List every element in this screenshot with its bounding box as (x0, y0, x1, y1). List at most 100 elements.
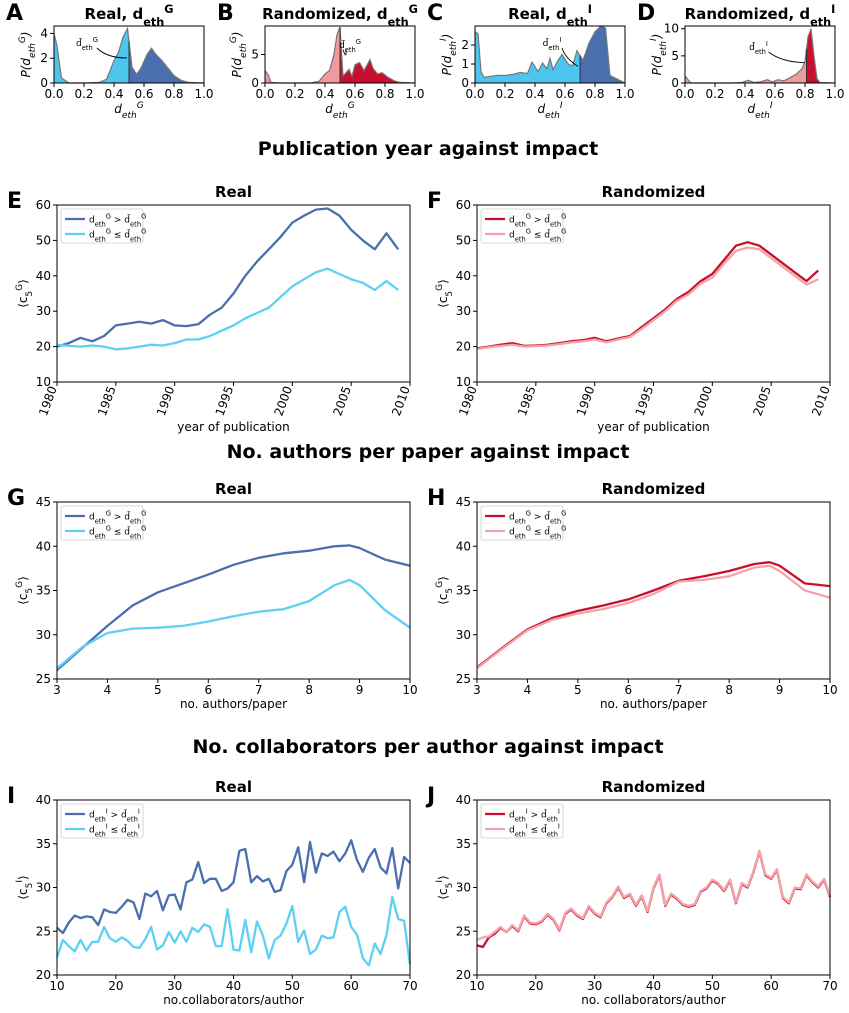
x-tick-label-g: 8 (305, 683, 313, 697)
x-tick-label-i: 10 (49, 979, 64, 993)
y-tick-label-e: 30 (36, 304, 51, 318)
y-tick-label-h: 45 (456, 495, 471, 509)
plot-frame-c (474, 25, 626, 84)
panel-c: C Real, dethI d̄ethI 0.0 0.2 0.4 0.6 0.8 1.0 0 1 2 d… (427, 1, 635, 121)
x-tick-label-i: 20 (108, 979, 123, 993)
x-tick-label-g: 3 (53, 683, 61, 697)
panel-letter-b: B (217, 1, 234, 26)
y-tick-label-h: 35 (456, 584, 471, 598)
y-tick-label-i: 40 (36, 793, 51, 807)
y-axis-label-g: ⟨c5G⟩ (15, 576, 35, 605)
series-line-g-0 (56, 544, 411, 671)
threshold-arrow-a (96, 47, 128, 59)
x-tick-label-a: 1.0 (194, 87, 213, 101)
y-tick-label-i: 35 (36, 837, 51, 851)
y-tick-label-c: 0 (461, 76, 469, 90)
legend-label-e-0: dethG > d̄ethG (89, 213, 146, 229)
panel-letter-c: C (427, 1, 443, 26)
y-tick-label-i: 30 (36, 881, 51, 895)
y-axis-label-f: ⟨c5G⟩ (435, 279, 455, 308)
x-tick-label-g: 7 (255, 683, 263, 697)
panel-title-g: Real (215, 480, 252, 498)
x-tick-label-j: 10 (469, 979, 484, 993)
threshold-label-b: d̄ethG (339, 38, 361, 54)
x-tick-label-e: 2000 (272, 384, 296, 417)
x-tick-label-f: 2000 (692, 384, 716, 417)
x-axis-label-c: dethI (537, 101, 562, 121)
x-tick-label-d: 1.0 (825, 87, 844, 101)
y-tick-label-j: 30 (456, 881, 471, 895)
x-tick-label-g: 10 (402, 683, 417, 697)
x-tick-label-a: 0.8 (164, 87, 183, 101)
panel-title-c: Real, dethI (508, 3, 592, 29)
x-tick-label-e: 1990 (154, 384, 178, 417)
legend-label-j-1: dethI ≤ d̄ethI (509, 823, 560, 839)
y-tick-label-e: 10 (36, 375, 51, 389)
x-tick-label-b: 0.6 (345, 87, 364, 101)
legend-label-i-0: dethI > d̄ethI (89, 808, 140, 824)
y-tick-label-e: 60 (36, 198, 51, 212)
density-fill-high-c (580, 26, 625, 83)
density-fill-high-a (129, 41, 204, 83)
section-title-authors: No. authors per paper against impact (227, 441, 630, 463)
x-tick-label-e: 2010 (389, 384, 413, 417)
x-tick-label-g: 5 (154, 683, 162, 697)
y-tick-label-b: 5 (251, 48, 259, 62)
x-tick-label-b: 0.0 (255, 87, 274, 101)
x-tick-label-a: 0.4 (104, 87, 123, 101)
density-fill-high-b (340, 27, 415, 84)
legend-label-f-0: dethG > d̄ethG (509, 213, 566, 229)
x-tick-label-j: 50 (705, 979, 720, 993)
y-tick-label-h: 30 (456, 628, 471, 642)
x-tick-label-a: 0.2 (74, 87, 93, 101)
panel-title-d: Randomized, dethI (685, 3, 836, 29)
x-axis-label-a: dethG (114, 101, 143, 121)
y-axis-label-c: P(dethI) (439, 34, 459, 76)
threshold-arrow-b (342, 49, 347, 56)
panel-title-h: Randomized (602, 480, 706, 498)
y-tick-label-g: 40 (36, 539, 51, 553)
x-axis-label-j: no. collaborators/author (581, 993, 725, 1007)
y-tick-label-j: 40 (456, 793, 471, 807)
panel-letter-j: J (425, 784, 435, 809)
y-tick-label-g: 30 (36, 628, 51, 642)
x-tick-label-e: 1995 (213, 384, 237, 417)
density-fill-low-d (685, 49, 807, 83)
density-fill-low-b (265, 27, 340, 84)
y-tick-label-a: 4 (40, 26, 48, 40)
x-tick-label-d: 0.0 (675, 87, 694, 101)
x-tick-label-i: 30 (167, 979, 182, 993)
x-axis-label-f: year of publication (597, 420, 709, 434)
y-tick-label-b: 0 (251, 76, 259, 90)
x-tick-label-c: 0.4 (525, 87, 544, 101)
section-title-publication-year: Publication year against impact (258, 138, 598, 160)
panel-d: D Randomized, dethI d̄ethI 0.0 0.2 0.4 0.6 0.8 1… (637, 1, 845, 121)
x-tick-label-c: 0.6 (555, 87, 574, 101)
x-tick-label-c: 0.2 (495, 87, 514, 101)
threshold-label-d: d̄ethI (749, 40, 768, 56)
x-tick-label-h: 8 (725, 683, 733, 697)
x-tick-label-e: 1980 (36, 384, 60, 417)
density-fill-high-d (806, 28, 835, 83)
threshold-arrow-d (768, 51, 805, 64)
y-axis-label-e: ⟨c5G⟩ (15, 279, 35, 308)
x-tick-label-h: 7 (675, 683, 683, 697)
x-tick-label-a: 0.6 (134, 87, 153, 101)
y-tick-label-g: 35 (36, 584, 51, 598)
legend-label-g-0: dethG > d̄ethG (89, 510, 146, 526)
plot-frame-a (53, 25, 205, 84)
x-tick-label-j: 70 (822, 979, 837, 993)
x-axis-label-i: no.collaborators/author (163, 993, 304, 1007)
panel-letter-g: G (7, 486, 25, 511)
series-line-f-0 (476, 241, 819, 350)
y-axis-label-a: P(dethG) (18, 32, 38, 78)
panel-letter-h: H (427, 486, 445, 511)
